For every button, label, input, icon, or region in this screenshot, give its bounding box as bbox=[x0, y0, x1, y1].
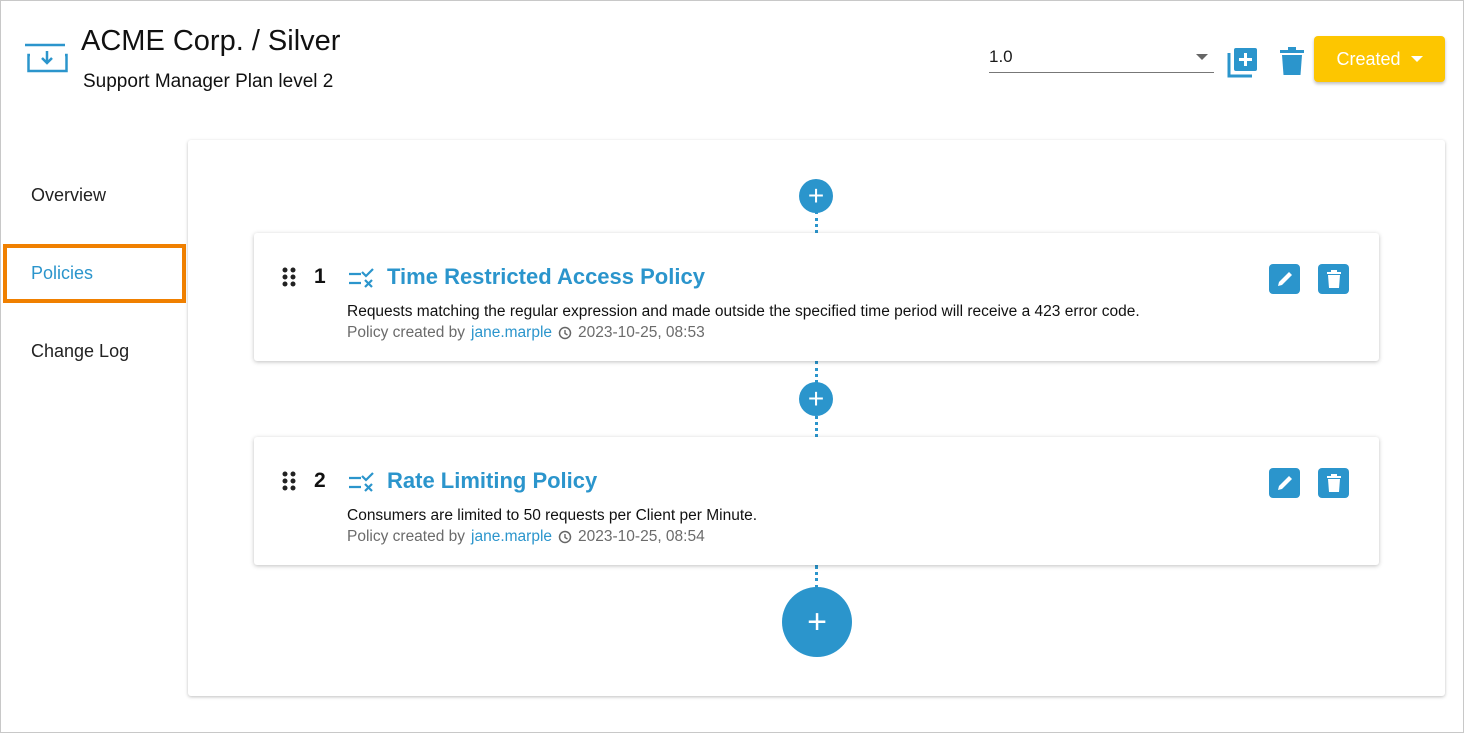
policy-timestamp: 2023-10-25, 08:53 bbox=[578, 324, 705, 341]
add-policy-button[interactable]: + bbox=[782, 587, 852, 657]
policy-description: Consumers are limited to 50 requests per… bbox=[347, 507, 758, 524]
sidebar-item-change-log[interactable]: Change Log bbox=[31, 341, 130, 361]
version-value: 1.0 bbox=[989, 47, 1013, 66]
policy-timestamp: 2023-10-25, 08:54 bbox=[578, 528, 705, 545]
version-select[interactable]: 1.0 bbox=[989, 43, 1214, 73]
edit-policy-button[interactable] bbox=[1269, 264, 1300, 294]
new-version-icon[interactable] bbox=[1227, 46, 1259, 78]
plan-icon bbox=[25, 43, 68, 73]
pencil-icon bbox=[1277, 272, 1292, 286]
drag-handle-icon[interactable] bbox=[282, 471, 296, 491]
page-title: ACME Corp. / Silver bbox=[81, 25, 341, 57]
chevron-down-icon bbox=[1196, 54, 1208, 60]
sidebar-item-policies-highlight bbox=[3, 244, 186, 303]
policy-card: 2 Rate Limiting Policy Consumers are lim… bbox=[254, 437, 1379, 565]
policy-type-icon bbox=[349, 472, 374, 492]
connector-line bbox=[815, 565, 818, 589]
add-policy-button[interactable]: + bbox=[799, 179, 833, 213]
delete-policy-button[interactable] bbox=[1318, 264, 1349, 294]
status-label: Created bbox=[1336, 48, 1401, 69]
policy-number: 1 bbox=[314, 265, 326, 288]
status-dropdown-button[interactable]: Created bbox=[1314, 36, 1445, 82]
policy-type-icon bbox=[349, 268, 374, 288]
edit-policy-button[interactable] bbox=[1269, 468, 1300, 498]
connector-line bbox=[815, 211, 818, 233]
policy-title[interactable]: Rate Limiting Policy bbox=[387, 468, 598, 493]
sidebar-item-policies[interactable]: Policies bbox=[31, 263, 94, 283]
sidebar-item-overview[interactable]: Overview bbox=[31, 185, 107, 205]
pencil-icon bbox=[1277, 476, 1292, 490]
policy-meta: Policy created by jane.marple 2023-10-25, … bbox=[347, 324, 705, 342]
delete-policy-button[interactable] bbox=[1318, 468, 1349, 498]
drag-handle-icon[interactable] bbox=[282, 267, 296, 287]
created-by-label: Policy created by bbox=[347, 528, 466, 545]
clock-icon bbox=[558, 530, 572, 544]
policy-user-link[interactable]: jane.marple bbox=[471, 324, 553, 341]
add-policy-button[interactable]: + bbox=[799, 382, 833, 416]
delete-plan-icon[interactable] bbox=[1280, 47, 1304, 75]
trash-icon bbox=[1326, 270, 1341, 288]
policy-number: 2 bbox=[314, 469, 326, 492]
page-subtitle: Support Manager Plan level 2 bbox=[83, 71, 334, 92]
clock-icon bbox=[558, 326, 572, 340]
chevron-down-icon bbox=[1410, 56, 1423, 62]
policy-card: 1 Time Restricted Access Policy Requests… bbox=[254, 233, 1379, 361]
policy-title[interactable]: Time Restricted Access Policy bbox=[387, 264, 705, 289]
policy-meta: Policy created by jane.marple 2023-10-25, … bbox=[347, 528, 705, 546]
created-by-label: Policy created by bbox=[347, 324, 466, 341]
trash-icon bbox=[1326, 474, 1341, 492]
policy-description: Requests matching the regular expression… bbox=[347, 303, 1140, 320]
policy-user-link[interactable]: jane.marple bbox=[471, 528, 553, 545]
